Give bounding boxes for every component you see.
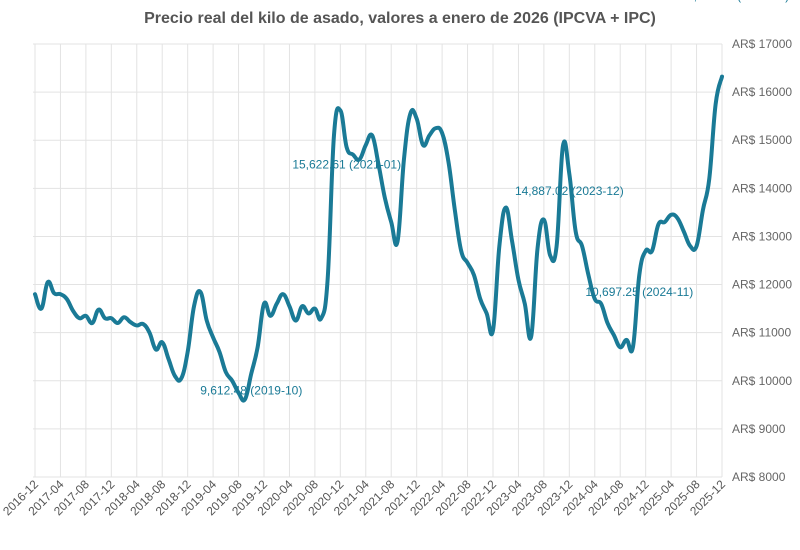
annotation-label: 9,612.48 (2019-10) [200,384,302,398]
gridlines [33,43,723,478]
annotation-label: 16,322.00 (2026-01) [680,0,789,3]
y-tick-label: AR$ 15000 [732,133,792,147]
y-tick-label: AR$ 16000 [732,85,792,99]
y-axis-ticks: AR$ 8000 AR$ 9000 AR$ 10000 AR$ 11000 AR$ 12… [732,37,792,484]
series-line [33,74,724,403]
y-tick-label: AR$ 10000 [732,374,792,388]
x-axis-ticks: 2016-122017-042017-082017-122018-042018-… [0,477,728,518]
chart-title: Precio real del kilo de asado, valores a… [144,10,656,27]
annotation-label: 15,622.61 (2021-01) [292,157,401,171]
y-tick-label: AR$ 9000 [732,422,786,436]
y-tick-label: AR$ 14000 [732,181,792,195]
annotation-label: 14,887.02 (2023-12) [515,184,624,198]
y-tick-label: AR$ 13000 [732,229,792,243]
annotations: 15,622.61 (2021-01) 9,612.48 (2019-10) 14,… [200,0,789,398]
annotation-label: 10,697.25 (2024-11) [585,285,693,299]
y-tick-label: AR$ 11000 [732,326,791,340]
y-tick-label: AR$ 8000 [732,470,786,484]
y-tick-label: AR$ 17000 [732,37,792,51]
y-tick-label: AR$ 12000 [732,278,792,292]
